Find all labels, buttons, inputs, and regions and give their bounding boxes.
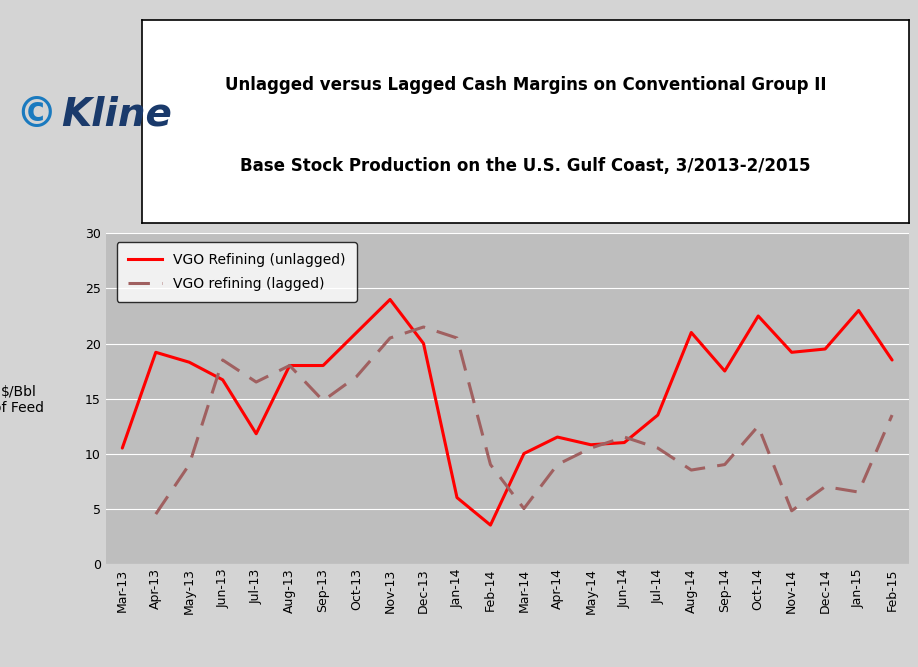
VGO Refining (unlagged) — [485, 521, 496, 529]
VGO refining (lagged) — [251, 378, 262, 386]
VGO refining (lagged) — [285, 362, 296, 370]
VGO refining (lagged) — [586, 444, 597, 452]
VGO refining (lagged) — [786, 507, 797, 515]
VGO refining (lagged) — [519, 504, 530, 512]
Text: $/Bbl
of Feed: $/Bbl of Feed — [0, 385, 44, 416]
Legend: VGO Refining (unlagged), VGO refining (lagged): VGO Refining (unlagged), VGO refining (l… — [117, 242, 357, 302]
VGO refining (lagged) — [184, 460, 195, 468]
VGO refining (lagged) — [552, 460, 563, 468]
VGO Refining (unlagged) — [619, 439, 630, 447]
VGO refining (lagged) — [218, 356, 229, 364]
VGO refining (lagged) — [753, 422, 764, 430]
VGO refining (lagged) — [418, 323, 429, 331]
Text: Unlagged versus Lagged Cash Margins on Conventional Group II: Unlagged versus Lagged Cash Margins on C… — [225, 76, 826, 94]
VGO Refining (unlagged) — [653, 411, 664, 419]
VGO Refining (unlagged) — [184, 358, 195, 366]
Line: VGO refining (lagged): VGO refining (lagged) — [156, 327, 892, 514]
VGO Refining (unlagged) — [285, 362, 296, 370]
VGO refining (lagged) — [853, 488, 864, 496]
VGO Refining (unlagged) — [218, 376, 229, 384]
VGO refining (lagged) — [151, 510, 162, 518]
VGO refining (lagged) — [619, 433, 630, 441]
VGO Refining (unlagged) — [385, 295, 396, 303]
VGO Refining (unlagged) — [251, 430, 262, 438]
VGO refining (lagged) — [820, 483, 831, 491]
VGO Refining (unlagged) — [719, 367, 730, 375]
VGO refining (lagged) — [452, 334, 463, 342]
VGO Refining (unlagged) — [552, 433, 563, 441]
VGO Refining (unlagged) — [318, 362, 329, 370]
Text: ©: © — [16, 94, 57, 135]
VGO refining (lagged) — [385, 334, 396, 342]
VGO Refining (unlagged) — [418, 340, 429, 348]
VGO Refining (unlagged) — [519, 450, 530, 458]
VGO refining (lagged) — [719, 460, 730, 468]
VGO refining (lagged) — [887, 411, 898, 419]
VGO refining (lagged) — [686, 466, 697, 474]
VGO Refining (unlagged) — [117, 444, 128, 452]
VGO Refining (unlagged) — [351, 328, 362, 336]
VGO Refining (unlagged) — [753, 312, 764, 320]
VGO Refining (unlagged) — [786, 348, 797, 356]
VGO Refining (unlagged) — [151, 348, 162, 356]
VGO refining (lagged) — [485, 460, 496, 468]
VGO Refining (unlagged) — [820, 345, 831, 353]
VGO Refining (unlagged) — [586, 441, 597, 449]
VGO Refining (unlagged) — [452, 494, 463, 502]
VGO refining (lagged) — [351, 372, 362, 380]
Line: VGO Refining (unlagged): VGO Refining (unlagged) — [122, 299, 892, 525]
Text: Kline: Kline — [62, 96, 172, 133]
VGO Refining (unlagged) — [853, 307, 864, 315]
VGO Refining (unlagged) — [887, 356, 898, 364]
VGO refining (lagged) — [318, 397, 329, 405]
VGO Refining (unlagged) — [686, 328, 697, 336]
VGO refining (lagged) — [653, 444, 664, 452]
Text: Base Stock Production on the U.S. Gulf Coast, 3/2013-2/2015: Base Stock Production on the U.S. Gulf C… — [241, 157, 811, 175]
